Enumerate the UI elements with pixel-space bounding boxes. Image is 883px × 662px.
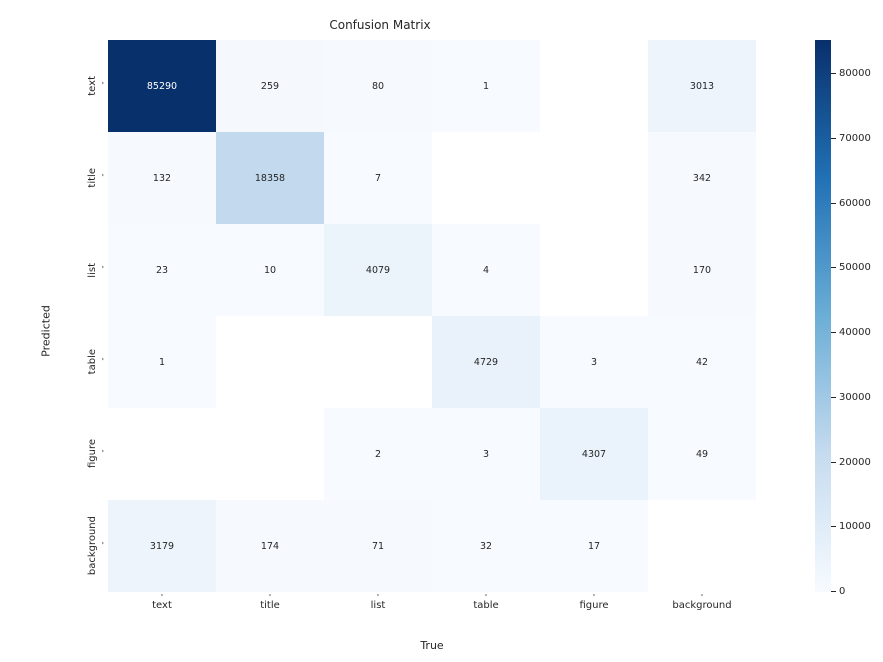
y-tick-label: background <box>87 516 98 575</box>
y-tick: background' <box>0 500 104 592</box>
colorbar-ticks: 0100002000030000400005000060000700008000… <box>831 40 875 592</box>
heatmap-cell: 3 <box>540 316 648 408</box>
heatmap-cell <box>432 132 540 224</box>
y-tick-label: table <box>87 349 98 374</box>
heatmap-cell <box>324 316 432 408</box>
colorbar-tick: 70000 <box>831 133 871 144</box>
colorbar <box>815 40 831 592</box>
x-tick: 'text <box>108 596 216 611</box>
heatmap-cell: 3013 <box>648 40 756 132</box>
colorbar-tick: 10000 <box>831 521 871 532</box>
heatmap-cell: 3 <box>432 408 540 500</box>
heatmap-cell: 259 <box>216 40 324 132</box>
x-tick: 'table <box>432 596 540 611</box>
colorbar-tick-label: 0 <box>839 586 845 597</box>
colorbar-tick-label: 60000 <box>839 198 871 209</box>
y-tick-label: figure <box>87 439 98 468</box>
y-tick: table' <box>0 316 104 408</box>
heatmap-cell <box>216 408 324 500</box>
heatmap-cell: 2 <box>324 408 432 500</box>
x-tick-label: title <box>260 600 280 611</box>
y-tick: list' <box>0 224 104 316</box>
heatmap-cell <box>108 408 216 500</box>
chart-title: Confusion Matrix <box>0 18 760 32</box>
x-tick-label: figure <box>579 600 608 611</box>
x-tick-label: background <box>672 600 731 611</box>
y-tick: figure' <box>0 408 104 500</box>
colorbar-tick-label: 40000 <box>839 327 871 338</box>
confusion-matrix-figure: Confusion Matrix Predicted text'title'li… <box>0 0 883 662</box>
heatmap-cell: 49 <box>648 408 756 500</box>
colorbar-tick-label: 50000 <box>839 262 871 273</box>
heatmap-cell: 3179 <box>108 500 216 592</box>
x-tick: 'title <box>216 596 324 611</box>
colorbar-tick: 60000 <box>831 198 871 209</box>
heatmap-cell <box>216 316 324 408</box>
heatmap-cell: 1 <box>108 316 216 408</box>
heatmap-cell: 174 <box>216 500 324 592</box>
heatmap-cell: 18358 <box>216 132 324 224</box>
x-tick-label: list <box>371 600 386 611</box>
colorbar-tick-label: 20000 <box>839 457 871 468</box>
heatmap-cell: 10 <box>216 224 324 316</box>
heatmap-cell: 1 <box>432 40 540 132</box>
heatmap-grid: 8529025980130131321835873422310407941701… <box>108 40 756 592</box>
x-tick-label: table <box>473 600 498 611</box>
colorbar-tick: 20000 <box>831 457 871 468</box>
colorbar-tick: 0 <box>831 586 845 597</box>
colorbar-tick: 40000 <box>831 327 871 338</box>
y-tick-label: text <box>87 76 98 96</box>
colorbar-tick: 50000 <box>831 262 871 273</box>
heatmap-cell <box>648 500 756 592</box>
heatmap-cell <box>540 224 648 316</box>
heatmap-cell: 4079 <box>324 224 432 316</box>
y-tick-label: title <box>87 168 98 188</box>
y-ticks: text'title'list'table'figure'background' <box>0 40 104 592</box>
heatmap-cell: 132 <box>108 132 216 224</box>
x-tick: 'list <box>324 596 432 611</box>
heatmap-cell: 17 <box>540 500 648 592</box>
heatmap-cell: 71 <box>324 500 432 592</box>
heatmap-cell: 4307 <box>540 408 648 500</box>
colorbar-tick-label: 70000 <box>839 133 871 144</box>
colorbar-tick-label: 80000 <box>839 68 871 79</box>
heatmap-cell: 342 <box>648 132 756 224</box>
heatmap-cell: 4 <box>432 224 540 316</box>
colorbar-tick-label: 30000 <box>839 392 871 403</box>
x-axis-label: True <box>108 639 756 652</box>
x-tick: 'figure <box>540 596 648 611</box>
heatmap-cell: 7 <box>324 132 432 224</box>
x-tick-label: text <box>152 600 172 611</box>
heatmap-cell: 80 <box>324 40 432 132</box>
y-tick: text' <box>0 40 104 132</box>
heatmap-cell: 170 <box>648 224 756 316</box>
colorbar-tick-label: 10000 <box>839 521 871 532</box>
heatmap-cell <box>540 132 648 224</box>
heatmap-cell: 4729 <box>432 316 540 408</box>
x-ticks: 'text'title'list'table'figure'background <box>108 596 756 611</box>
y-tick: title' <box>0 132 104 224</box>
heatmap-cell: 23 <box>108 224 216 316</box>
heatmap-cell: 42 <box>648 316 756 408</box>
heatmap-cell: 32 <box>432 500 540 592</box>
y-tick-label: list <box>87 263 98 278</box>
colorbar-tick: 80000 <box>831 68 871 79</box>
heatmap-cell <box>540 40 648 132</box>
colorbar-tick: 30000 <box>831 392 871 403</box>
x-tick: 'background <box>648 596 756 611</box>
heatmap-cell: 85290 <box>108 40 216 132</box>
